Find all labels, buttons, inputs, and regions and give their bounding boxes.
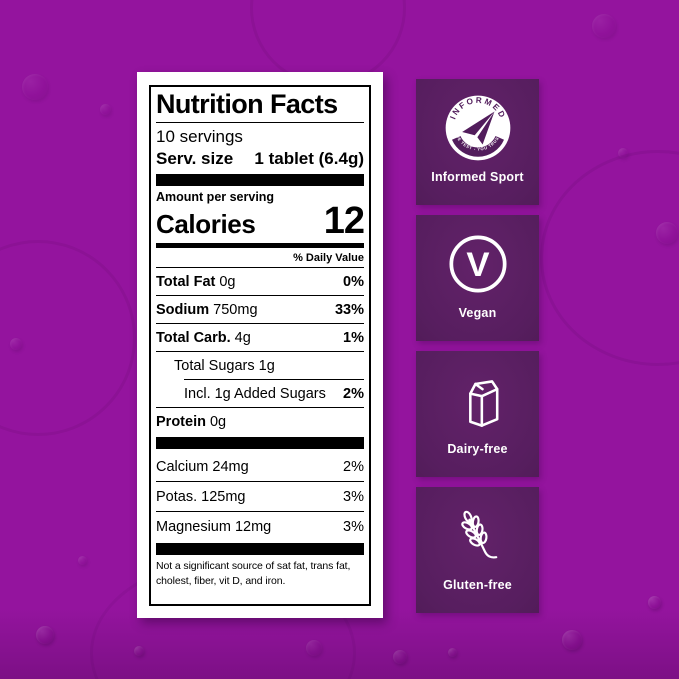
mineral-name: Magnesium 12mg: [156, 518, 272, 535]
calories-row: Calories 12: [156, 200, 365, 243]
nutrition-facts-label: Nutrition Facts 10 servings Serv. size 1…: [137, 72, 383, 618]
nutrient-amount: 4g: [234, 329, 251, 346]
divider-rule: [156, 407, 364, 409]
thick-divider-bar: [156, 543, 364, 556]
water-droplet: [22, 74, 48, 100]
mineral-row-calcium: Calcium 24mg 2%: [156, 452, 364, 481]
water-droplet: [618, 148, 628, 158]
nutrient-row-protein: Protein 0g: [156, 408, 364, 435]
servings-count: 10 servings: [156, 127, 243, 147]
nutrient-amount: 750mg: [213, 301, 258, 318]
mineral-dv: 2%: [343, 458, 364, 475]
water-ripple: [0, 240, 136, 436]
label-footnote: Not a significant source of sat fat, tra…: [156, 560, 351, 587]
serving-size-label: Serv. size: [156, 149, 234, 169]
nutrient-name: Total Carb.: [156, 329, 231, 346]
badge-label-dairy-free: Dairy-free: [447, 442, 508, 456]
divider-rule-indented: [184, 379, 364, 381]
water-droplet: [78, 556, 87, 565]
mineral-row-potassium: Potas. 125mg 3%: [156, 482, 364, 511]
divider-rule: [156, 295, 364, 297]
divider-rule: [156, 481, 364, 483]
medium-divider-bar: [156, 243, 364, 249]
nutrient-row-total-sugars: Total Sugars 1g: [156, 352, 364, 379]
nutrition-facts-frame: Nutrition Facts 10 servings Serv. size 1…: [149, 85, 371, 606]
nutrition-facts-title: Nutrition Facts: [156, 89, 364, 124]
vegan-letter: V: [466, 246, 489, 284]
nutrient-dv: 33%: [334, 301, 364, 318]
vegan-circle-v-icon: V: [448, 235, 507, 293]
bottom-shadow: [0, 609, 679, 679]
water-droplet: [393, 650, 407, 664]
badge-label-informed-sport: Informed Sport: [431, 170, 524, 184]
water-droplet: [592, 14, 616, 38]
nutrient-name: Sodium: [156, 301, 210, 318]
water-droplet: [306, 640, 322, 656]
informed-sport-logo-icon: INFORMED WE TEST - YOU TRUST: [445, 95, 510, 161]
badge-vegan: V Vegan: [416, 215, 539, 341]
nutrient-amount: 0g: [209, 413, 227, 430]
milk-carton-icon: [468, 380, 498, 427]
mineral-name: Calcium 24mg: [156, 458, 249, 475]
badge-label-gluten-free: Gluten-free: [443, 578, 512, 592]
badge-label-vegan: Vegan: [458, 306, 497, 320]
water-droplet: [100, 104, 111, 115]
nutrient-row-total-fat: Total Fat 0g 0%: [156, 268, 364, 295]
nutrient-name: Total Fat: [156, 273, 216, 290]
water-droplet: [656, 222, 678, 244]
thick-divider-bar: [156, 174, 364, 187]
water-droplet: [562, 630, 582, 650]
badge-gluten-free: Gluten-free: [416, 487, 539, 613]
water-droplet: [448, 648, 457, 657]
nutrient-amount: Incl. 1g Added Sugars: [184, 385, 326, 402]
certification-badges: INFORMED WE TEST - YOU TRUST Informed Sp…: [416, 79, 539, 613]
water-droplet: [36, 626, 54, 644]
water-droplet: [648, 596, 661, 609]
paper-plane-icon: [461, 111, 494, 136]
mineral-dv: 3%: [343, 488, 364, 505]
badge-informed-sport: INFORMED WE TEST - YOU TRUST Informed Sp…: [416, 79, 539, 205]
nutrient-amount: Total Sugars 1g: [174, 357, 275, 374]
amount-per-serving-label: Amount per serving: [156, 190, 275, 205]
water-droplet: [10, 338, 22, 350]
nutrient-row-added-sugars: Incl. 1g Added Sugars 2%: [156, 380, 364, 407]
thick-divider-bar: [156, 437, 364, 450]
water-ripple: [540, 150, 679, 366]
mineral-row-magnesium: Magnesium 12mg 3%: [156, 512, 364, 541]
nutrient-name: Protein: [156, 413, 206, 430]
nutrient-row-sodium: Sodium 750mg 33%: [156, 296, 364, 323]
badge-dairy-free: Dairy-free: [416, 351, 539, 477]
mineral-dv: 3%: [343, 518, 364, 535]
divider-rule: [156, 351, 364, 353]
nutrient-dv: 2%: [343, 385, 364, 402]
calories-label: Calories: [156, 209, 256, 240]
divider-rule: [156, 511, 364, 513]
mineral-name: Potas. 125mg: [156, 488, 246, 505]
serving-size-row: Serv. size 1 tablet (6.4g): [156, 148, 364, 174]
calories-value: 12: [323, 200, 365, 243]
divider-rule: [156, 323, 364, 325]
daily-value-header: % Daily Value: [156, 248, 364, 269]
water-droplet: [134, 646, 144, 656]
serving-size-value: 1 tablet (6.4g): [254, 149, 364, 169]
nutrient-dv: 1%: [343, 329, 364, 346]
nutrient-row-total-carb: Total Carb. 4g 1%: [156, 324, 364, 351]
nutrient-amount: 0g: [219, 273, 236, 290]
nutrient-dv: 0%: [343, 273, 364, 290]
wheat-icon: [460, 510, 497, 559]
